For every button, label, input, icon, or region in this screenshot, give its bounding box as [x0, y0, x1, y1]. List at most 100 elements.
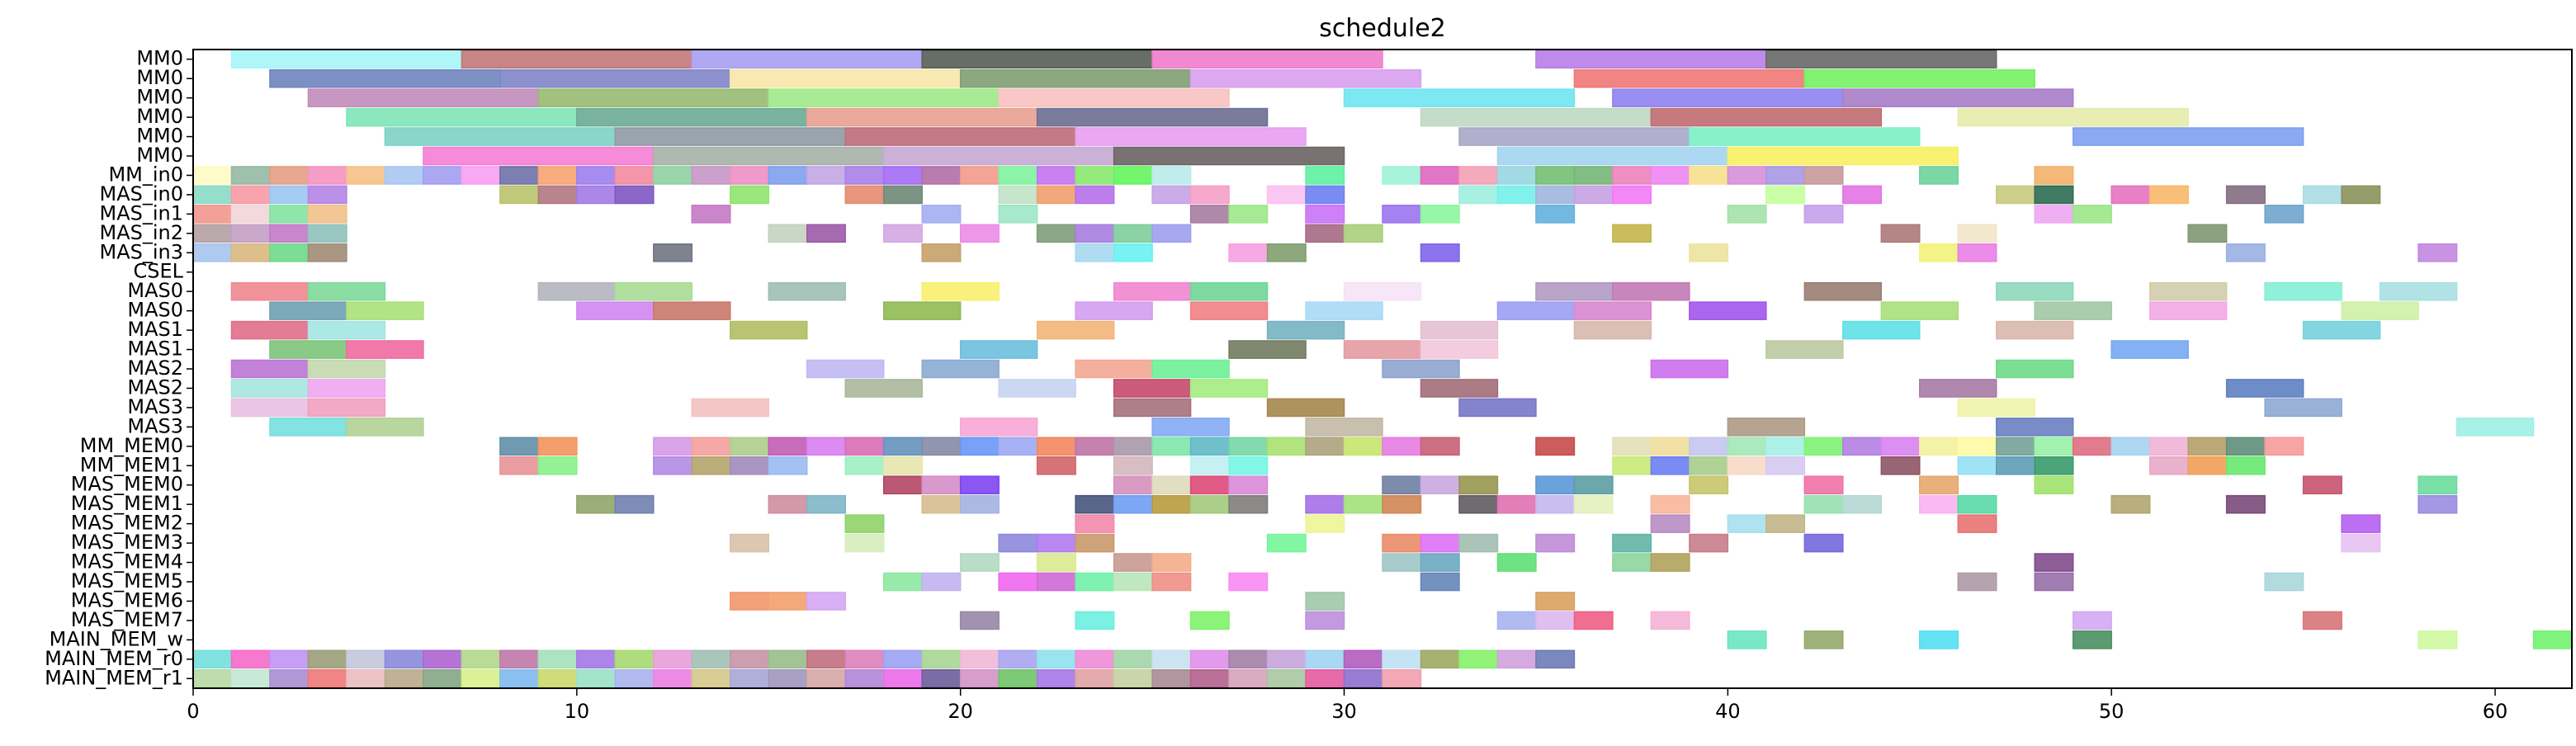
- task-bar: [1189, 475, 1230, 495]
- task-bar: [1151, 418, 1230, 437]
- task-bar: [2034, 205, 2074, 224]
- task-bar: [1957, 398, 2035, 418]
- task-bar: [307, 668, 347, 688]
- task-bar: [230, 243, 271, 262]
- task-bar: [1189, 185, 1230, 205]
- task-bar: [1650, 553, 1690, 572]
- task-bar: [921, 166, 962, 185]
- task-bar: [1151, 572, 1192, 592]
- x-tick-label: 0: [187, 700, 199, 723]
- task-bar: [730, 649, 770, 669]
- task-bar: [1689, 166, 1729, 185]
- task-bar: [2225, 494, 2266, 514]
- task-bar: [1995, 437, 2035, 456]
- y-tick-label: MAS_MEM2: [71, 512, 183, 535]
- task-bar: [2264, 205, 2304, 224]
- task-bar: [1458, 185, 1499, 205]
- task-bar: [691, 50, 923, 69]
- x-tick-label: 40: [1715, 700, 1741, 723]
- task-bar: [1689, 437, 1729, 456]
- task-bar: [1189, 649, 1230, 669]
- task-bar: [1842, 185, 1883, 205]
- task-bar: [269, 340, 347, 359]
- task-bar: [1036, 456, 1076, 475]
- task-bar: [844, 668, 885, 688]
- task-bar: [346, 668, 386, 688]
- task-bar: [230, 359, 310, 379]
- task-bar: [230, 185, 271, 205]
- task-bar: [1957, 107, 2189, 127]
- task-bar: [1612, 185, 1652, 205]
- task-bar: [1382, 359, 1460, 379]
- y-tick-label: MAS_MEM7: [71, 608, 183, 631]
- task-bar: [1151, 494, 1192, 514]
- task-bar: [882, 456, 923, 475]
- task-bar: [1113, 243, 1153, 262]
- task-bar: [230, 50, 463, 69]
- task-bar: [2302, 611, 2342, 630]
- task-bar: [1803, 475, 1844, 495]
- task-bar: [499, 668, 540, 688]
- task-bar: [1496, 649, 1537, 669]
- y-tick-label: MAIN_MEM_r0: [45, 647, 183, 670]
- task-bar: [1995, 185, 2035, 205]
- task-bar: [882, 572, 923, 592]
- task-bar: [1689, 243, 1729, 262]
- task-bar: [230, 320, 310, 340]
- task-bar: [2187, 224, 2228, 243]
- task-bar: [1305, 224, 1345, 243]
- task-bar: [921, 437, 962, 456]
- task-bar: [653, 243, 693, 262]
- task-bar: [1151, 649, 1192, 669]
- task-bar: [499, 68, 731, 88]
- task-bar: [192, 185, 233, 205]
- task-bar: [921, 572, 962, 592]
- task-bar: [1535, 281, 1614, 301]
- task-bar: [1689, 127, 1921, 146]
- task-bar: [1305, 437, 1345, 456]
- task-bar: [1305, 418, 1383, 437]
- task-bar: [192, 224, 233, 243]
- task-bar: [959, 418, 1038, 437]
- task-bar: [1765, 50, 1997, 69]
- task-bar: [1113, 668, 1153, 688]
- y-tick-label: MM0: [136, 66, 183, 89]
- task-bar: [1650, 456, 1690, 475]
- task-bar: [1458, 494, 1499, 514]
- task-bar: [1343, 88, 1576, 107]
- task-bar: [576, 107, 808, 127]
- task-bar: [1036, 553, 1076, 572]
- task-bar: [614, 494, 655, 514]
- chart-title: schedule2: [1319, 14, 1446, 43]
- task-bar: [1382, 553, 1422, 572]
- task-bar: [1305, 301, 1383, 320]
- task-bar: [537, 668, 578, 688]
- task-bar: [2034, 185, 2074, 205]
- task-bar: [1496, 553, 1537, 572]
- task-bar: [1151, 553, 1192, 572]
- task-bar: [192, 205, 233, 224]
- task-bar: [1535, 649, 1576, 669]
- y-tick-label: MAS1: [127, 338, 183, 361]
- task-bar: [269, 205, 310, 224]
- task-bar: [806, 437, 846, 456]
- task-bar: [1036, 437, 1076, 456]
- task-bar: [844, 166, 885, 185]
- task-bar: [1803, 68, 2035, 88]
- task-bar: [921, 50, 1153, 69]
- task-bar: [1612, 456, 1652, 475]
- task-bar: [230, 166, 271, 185]
- task-bar: [1573, 611, 1614, 630]
- task-bar: [1382, 494, 1422, 514]
- task-bar: [499, 649, 540, 669]
- task-bar: [2187, 456, 2228, 475]
- task-bar: [844, 185, 885, 205]
- task-bar: [2148, 456, 2189, 475]
- task-bar: [1995, 456, 2035, 475]
- task-bar: [1075, 127, 1307, 146]
- task-bar: [1803, 205, 1844, 224]
- task-bar: [2072, 127, 2304, 146]
- task-bar: [1075, 359, 1153, 379]
- task-bar: [730, 533, 770, 553]
